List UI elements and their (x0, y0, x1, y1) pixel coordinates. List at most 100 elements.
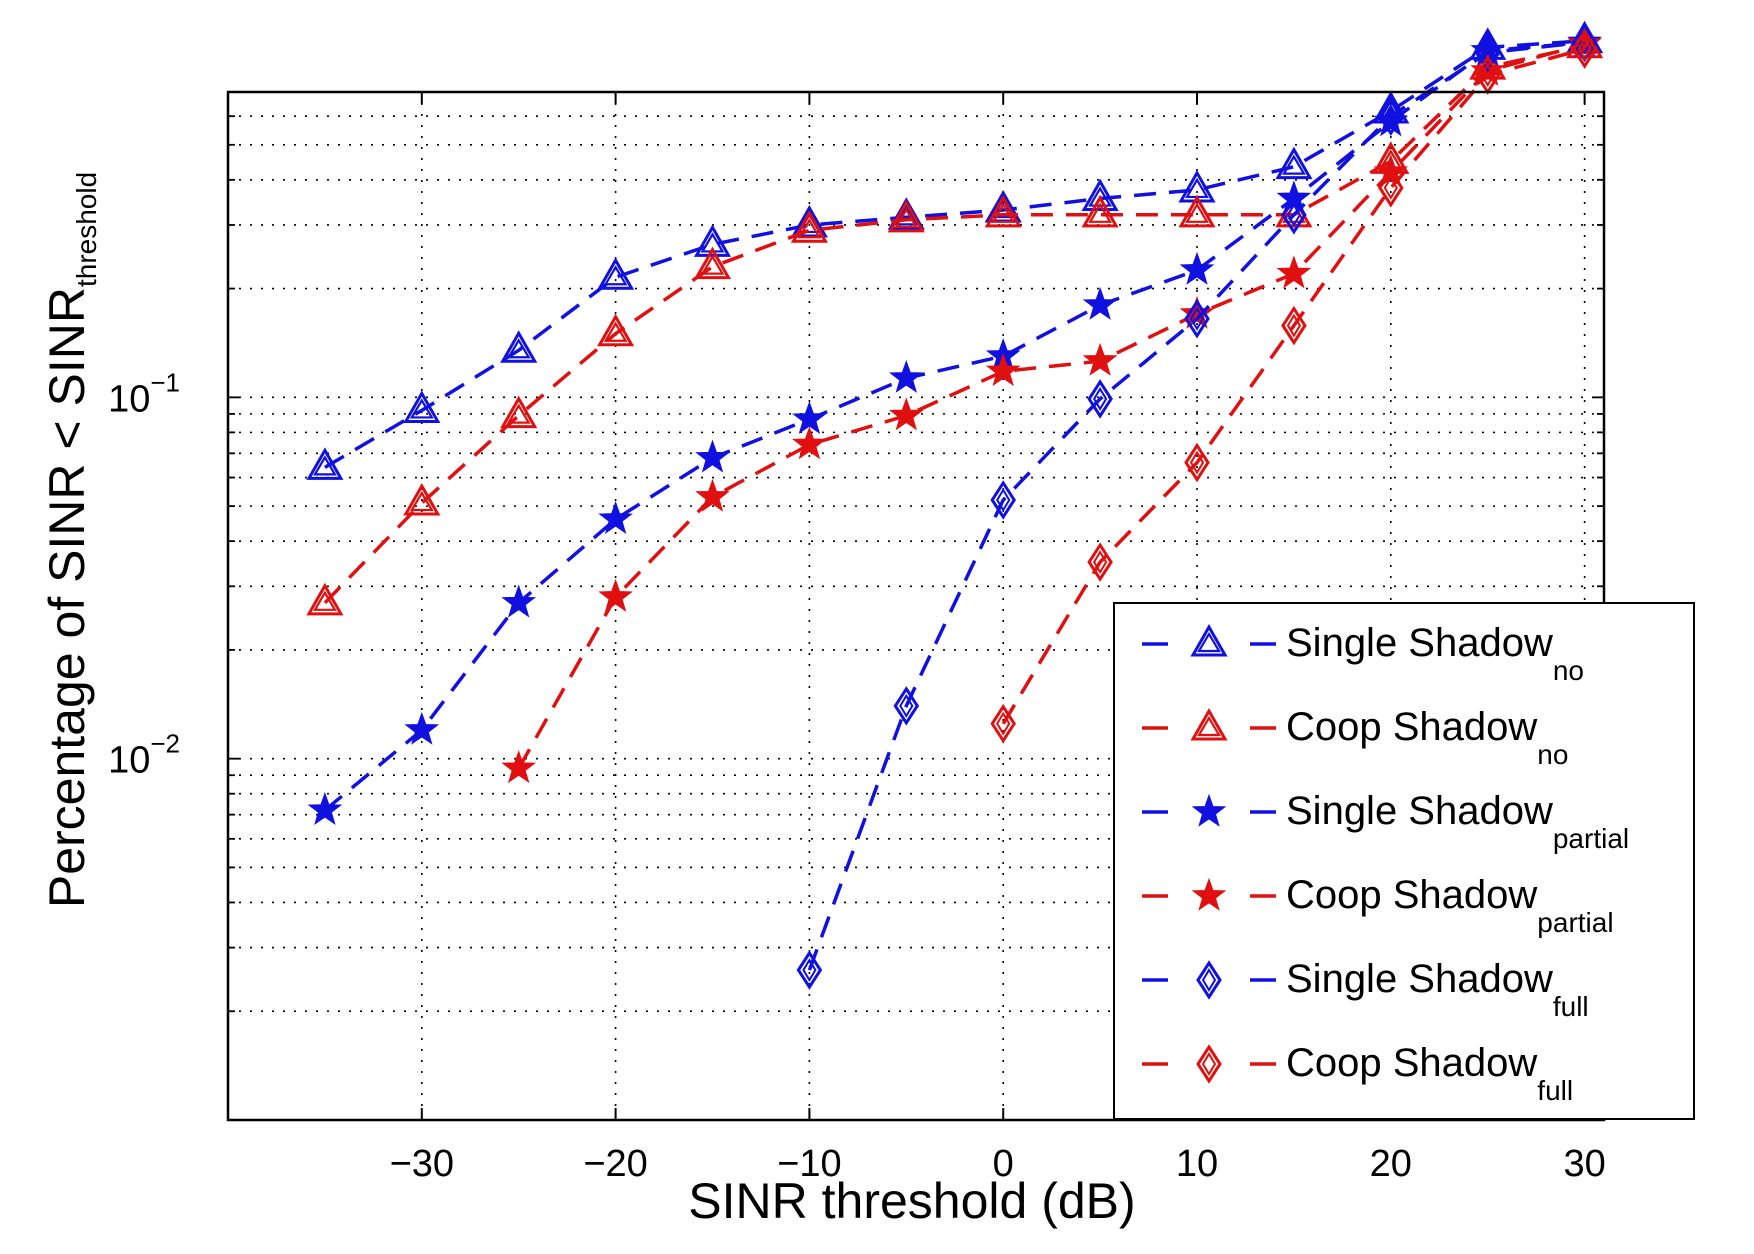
marker-diamond-inner (996, 488, 1011, 512)
x-tick-label: −10 (777, 1143, 841, 1185)
tick-labels: −30 −20 −10 0 10 20 30 10−2 10−1 (108, 367, 1606, 1185)
legend-label: Single Shadowpartial (1286, 789, 1629, 854)
series-line (1001, 47, 1586, 725)
marker-triangle (597, 313, 635, 347)
marker-triangle-inner (603, 265, 628, 286)
marker-diamond (1474, 32, 1501, 73)
marker-star (888, 397, 924, 431)
marker-star (1191, 793, 1227, 827)
marker-diamond (1378, 96, 1404, 136)
marker-diamond (1196, 960, 1222, 1000)
marker-star (501, 584, 537, 618)
marker-triangle-inner (991, 202, 1016, 223)
legend-label: Coop Shadowno (1286, 705, 1568, 770)
series-6 (990, 29, 1598, 744)
legend-entry-3: Single Shadowpartial (1142, 789, 1629, 854)
y-axis-label: Percentage of SINR < SINRthreshold (39, 172, 102, 908)
y-tick-label: 10−1 (108, 367, 180, 420)
legend-entry-2: Coop Shadowno (1142, 705, 1568, 770)
marker-star (501, 750, 537, 784)
marker-diamond-inner (1189, 306, 1205, 331)
marker-triangle (597, 257, 635, 290)
marker-triangle (306, 582, 344, 616)
marker-diamond-inner (1286, 202, 1302, 227)
marker-triangle (984, 194, 1022, 228)
marker-star (598, 578, 633, 612)
y-axis-label-sub: threshold (71, 172, 102, 287)
legend-label: Single Shadowfull (1286, 957, 1589, 1022)
legend-label: Coop Shadowpartial (1286, 873, 1614, 938)
series-line (517, 42, 1586, 770)
marker-triangle (403, 482, 441, 516)
marker-star (1276, 255, 1312, 289)
marker-diamond (990, 480, 1016, 520)
series-5 (796, 22, 1598, 990)
marker-triangle (1190, 707, 1228, 741)
marker-triangle-inner (506, 338, 531, 359)
marker-star (1191, 877, 1227, 911)
svg-text:Percentage of SINR < SINRthres: Percentage of SINR < SINRthreshold (39, 172, 102, 908)
marker-diamond-inner (1092, 550, 1108, 575)
marker-diamond (1184, 442, 1210, 483)
marker-triangle-inner (894, 207, 919, 228)
marker-star (307, 791, 343, 826)
marker-diamond (1087, 379, 1113, 419)
marker-diamond (1281, 305, 1307, 346)
marker-triangle (1275, 146, 1313, 180)
legend-box (1113, 602, 1695, 1120)
marker-triangle (790, 210, 828, 243)
series-line (807, 40, 1585, 971)
marker-triangle (1178, 194, 1216, 228)
marker-diamond (1281, 195, 1307, 235)
legend: Single Shadowno Coop Shadowno Single Shado… (1113, 602, 1695, 1120)
marker-triangle-inner (409, 398, 434, 419)
marker-triangle (790, 204, 828, 238)
marker-star (404, 711, 440, 745)
marker-diamond (1378, 168, 1404, 208)
marker-diamond-inner (802, 958, 817, 983)
x-tick-label: −20 (583, 1143, 647, 1185)
marker-diamond (1196, 1044, 1222, 1084)
marker-diamond-inner (1286, 313, 1302, 338)
y-tick-label: 10−2 (108, 729, 180, 782)
marker-triangle-inner (700, 254, 725, 275)
legend-entry-1: Single Shadowno (1142, 621, 1584, 686)
x-tick-label: 20 (1370, 1143, 1412, 1185)
legend-label: Single Shadowno (1286, 621, 1584, 686)
marker-diamond-inner (1189, 450, 1205, 475)
marker-triangle (1081, 178, 1119, 212)
series-layer (306, 20, 1604, 990)
marker-triangle-inner (1281, 154, 1306, 175)
marker-triangle-inner (1088, 202, 1113, 223)
marker-triangle (306, 447, 344, 480)
marker-diamond-inner (1383, 175, 1398, 200)
marker-diamond-inner (996, 711, 1011, 736)
marker-diamond-inner (1383, 104, 1398, 129)
marker-diamond-inner (1201, 1052, 1217, 1076)
legend-label: Coop Shadowfull (1286, 1041, 1573, 1106)
marker-triangle-inner (797, 218, 822, 239)
marker-diamond-inner (899, 693, 914, 718)
marker-diamond (990, 703, 1016, 744)
x-tick-label: 0 (993, 1143, 1014, 1185)
x-axis-label: SINR threshold (dB) (688, 1173, 1135, 1229)
marker-diamond-inner (1201, 968, 1217, 992)
marker-triangle (1190, 623, 1228, 657)
marker-triangle (500, 395, 538, 429)
marker-star (792, 426, 827, 460)
marker-star (695, 439, 730, 473)
marker-diamond (1087, 542, 1113, 582)
legend-entry-6: Coop Shadowfull (1142, 1041, 1573, 1106)
marker-diamond-inner (1577, 37, 1592, 62)
marker-diamond (1184, 299, 1210, 339)
marker-diamond-inner (1480, 63, 1495, 87)
marker-diamond (893, 686, 920, 726)
marker-triangle (1081, 194, 1119, 228)
marker-triangle-inner (1197, 631, 1221, 653)
marker-diamond (796, 950, 823, 990)
marker-star (985, 353, 1021, 387)
marker-triangle-inner (894, 205, 919, 226)
x-tick-label: −30 (390, 1143, 454, 1185)
marker-triangle (403, 390, 441, 423)
